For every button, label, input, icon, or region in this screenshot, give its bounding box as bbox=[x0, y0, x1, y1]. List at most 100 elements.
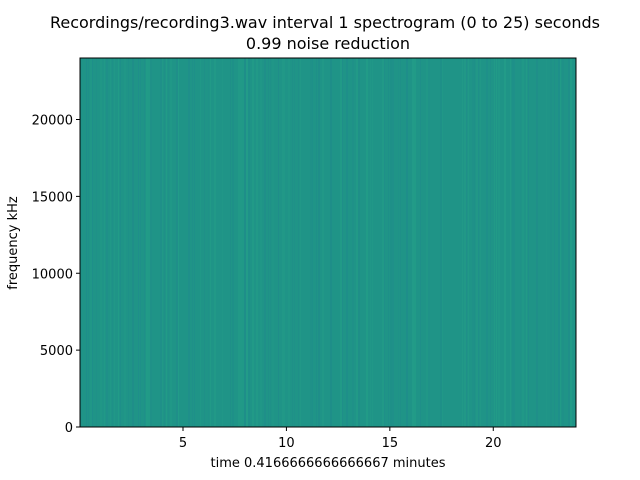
spectrogram-stripe bbox=[312, 58, 313, 427]
x-tick-label: 20 bbox=[485, 436, 502, 451]
spectrogram-stripe bbox=[240, 58, 242, 427]
spectrogram-stripe bbox=[528, 58, 529, 427]
spectrogram-stripe bbox=[260, 58, 262, 427]
spectrogram-stripe bbox=[490, 58, 491, 427]
spectrogram-stripe bbox=[346, 58, 348, 427]
spectrogram-stripe bbox=[106, 58, 108, 427]
spectrogram-stripe bbox=[88, 58, 89, 427]
spectrogram-stripe bbox=[352, 58, 354, 427]
spectrogram-stripe bbox=[238, 58, 240, 427]
spectrogram-stripe bbox=[392, 58, 394, 427]
spectrogram-stripe bbox=[536, 58, 538, 427]
plot-area bbox=[79, 57, 577, 428]
spectrogram-stripe bbox=[358, 58, 360, 427]
spectrogram-stripe bbox=[168, 58, 169, 427]
spectrogram-stripe bbox=[466, 58, 467, 427]
chart-title: Recordings/recording3.wav interval 1 spe… bbox=[50, 13, 600, 32]
spectrogram-stripe bbox=[546, 58, 547, 427]
spectrogram-stripe bbox=[558, 58, 560, 427]
spectrogram-stripe bbox=[124, 58, 126, 427]
spectrogram-stripe bbox=[256, 58, 258, 427]
spectrogram-stripe bbox=[272, 58, 274, 427]
spectrogram-stripe bbox=[210, 58, 211, 427]
spectrogram-stripe bbox=[90, 58, 92, 427]
spectrogram-stripe bbox=[214, 58, 216, 427]
spectrogram-stripe bbox=[164, 58, 165, 427]
spectrogram-stripe bbox=[120, 58, 121, 427]
chart-subtitle: 0.99 noise reduction bbox=[246, 34, 410, 53]
spectrogram-stripe bbox=[288, 58, 290, 427]
spectrogram-stripe bbox=[292, 58, 293, 427]
spectrogram-stripe bbox=[222, 58, 223, 427]
spectrogram-stripe bbox=[230, 58, 231, 427]
spectrogram-stripe bbox=[398, 58, 399, 427]
spectrogram-stripe bbox=[370, 58, 371, 427]
spectrogram-stripe bbox=[526, 58, 527, 427]
spectrogram-stripe bbox=[192, 58, 193, 427]
spectrogram-stripe bbox=[252, 58, 254, 427]
spectrogram-stripe bbox=[140, 58, 141, 427]
spectrogram-stripe bbox=[176, 58, 178, 427]
spectrogram-stripe bbox=[372, 58, 373, 427]
spectrogram-stripe bbox=[560, 58, 561, 427]
spectrogram-stripe bbox=[282, 58, 284, 427]
spectrogram-stripe bbox=[428, 58, 430, 427]
spectrogram-stripe bbox=[150, 58, 152, 427]
y-axis-label: frequency kHz bbox=[6, 196, 21, 290]
spectrogram-stripe bbox=[390, 58, 392, 427]
spectrogram-stripe bbox=[242, 58, 244, 427]
spectrogram-stripe bbox=[200, 58, 201, 427]
axes-frame bbox=[79, 57, 577, 428]
spectrogram-stripe bbox=[356, 58, 358, 427]
spectrogram-stripe bbox=[366, 58, 368, 427]
spectrogram-stripe bbox=[178, 58, 179, 427]
spectrogram-stripe bbox=[128, 58, 129, 427]
spectrogram-stripe bbox=[406, 58, 408, 427]
y-tick-label: 15000 bbox=[32, 190, 73, 205]
spectrogram-stripe bbox=[504, 58, 506, 427]
spectrogram-stripe bbox=[96, 58, 97, 427]
spectrogram-stripe bbox=[494, 58, 495, 427]
spectrogram-stripe bbox=[426, 58, 428, 427]
y-tick-label: 5000 bbox=[40, 344, 73, 359]
spectrogram-stripe bbox=[92, 58, 93, 427]
spectrogram-stripe bbox=[330, 58, 332, 427]
x-tick-label: 15 bbox=[382, 436, 399, 451]
spectrogram-stripe bbox=[550, 58, 552, 427]
spectrogram-stripe bbox=[204, 58, 205, 427]
spectrogram-stripe bbox=[510, 58, 511, 427]
spectrogram-stripe bbox=[104, 58, 105, 427]
spectrogram-stripe bbox=[278, 58, 279, 427]
spectrogram-stripe bbox=[110, 58, 111, 427]
x-axis-label: time 0.4166666666666667 minutes bbox=[211, 456, 446, 471]
spectrogram-stripe bbox=[480, 58, 481, 427]
spectrogram-stripe bbox=[270, 58, 271, 427]
y-tick-label: 10000 bbox=[32, 267, 73, 282]
spectrogram-stripe bbox=[388, 58, 389, 427]
spectrogram-stripe bbox=[310, 58, 312, 427]
spectrogram-stripe bbox=[382, 58, 384, 427]
y-tick-label: 20000 bbox=[32, 114, 73, 129]
spectrogram-stripe bbox=[440, 58, 442, 427]
spectrogram-stripe bbox=[138, 58, 139, 427]
spectrogram-stripe bbox=[562, 58, 564, 427]
spectrogram-stripe bbox=[316, 58, 317, 427]
spectrogram-stripe bbox=[132, 58, 134, 427]
y-axis-ticks: 0 5000 10000 15000 20000 bbox=[32, 114, 80, 436]
spectrogram-stripe bbox=[264, 58, 266, 427]
x-tick-label: 10 bbox=[278, 436, 295, 451]
spectrogram-stripe bbox=[464, 58, 466, 427]
spectrogram-stripe bbox=[442, 58, 443, 427]
spectrogram-stripe bbox=[80, 58, 82, 427]
spectrogram-stripe bbox=[144, 58, 145, 427]
spectrogram-stripe bbox=[476, 58, 478, 427]
spectrogram-stripe bbox=[414, 58, 416, 427]
spectrogram-stripe bbox=[384, 58, 385, 427]
spectrogram-stripe bbox=[248, 58, 250, 427]
spectrogram-stripe bbox=[194, 58, 195, 427]
x-axis-ticks: 5 10 15 20 bbox=[179, 427, 502, 451]
spectrogram-background bbox=[80, 58, 576, 427]
spectrogram-stripe bbox=[160, 58, 162, 427]
spectrogram-stripe bbox=[188, 58, 190, 427]
spectrogram-stripe bbox=[208, 58, 209, 427]
